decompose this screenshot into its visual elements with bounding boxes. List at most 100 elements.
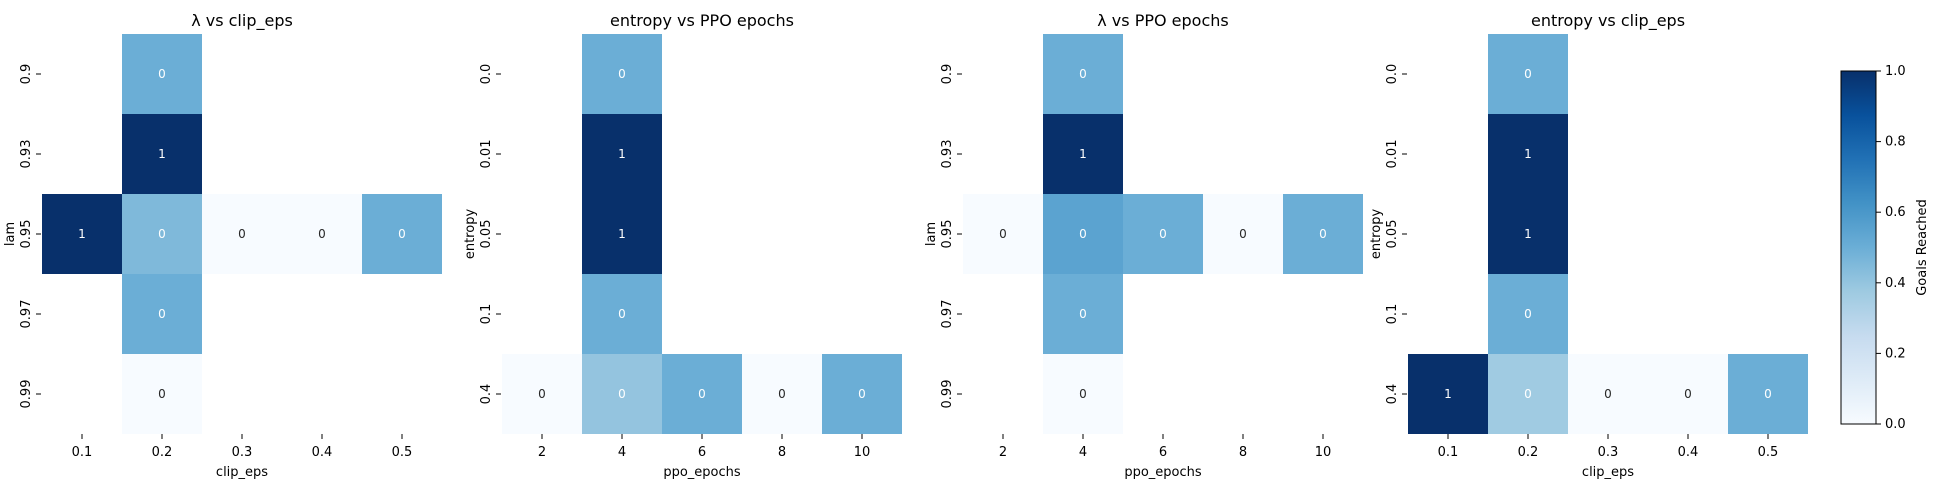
cell-value-label: 0	[238, 227, 246, 241]
panel-title: entropy vs PPO epochs	[610, 11, 794, 30]
cell-value-label: 0	[1524, 387, 1532, 401]
cell-value-label: 0	[1079, 387, 1087, 401]
x-tick-label: 0.5	[392, 445, 413, 460]
heatmap-cell	[502, 354, 582, 434]
colorbar-tick-label: 1.0	[1885, 64, 1906, 79]
heatmap-cell	[202, 194, 282, 274]
cell-value-label: 1	[1079, 147, 1087, 161]
x-axis-label: ppo_epochs	[1124, 465, 1202, 480]
y-tick-label: 0.05	[479, 220, 494, 249]
y-tick-label: 0.9	[940, 64, 955, 85]
y-axis-label: lam	[924, 222, 939, 246]
heatmap-cell	[1488, 114, 1568, 194]
y-tick-label: 0.9	[19, 64, 34, 85]
cell-value-label: 0	[318, 227, 326, 241]
y-tick-label: 0.1	[479, 304, 494, 325]
y-tick-label: 0.93	[19, 140, 34, 169]
y-tick-label: 0.1	[1385, 304, 1400, 325]
cell-value-label: 0	[698, 387, 706, 401]
heatmap-cell	[42, 194, 122, 274]
heatmap-cell	[1648, 354, 1728, 434]
x-tick-label: 0.2	[152, 445, 173, 460]
heatmap-cell	[662, 354, 742, 434]
cell-value-label: 1	[158, 147, 166, 161]
heatmap-cell	[822, 354, 902, 434]
cell-value-label: 0	[158, 67, 166, 81]
x-tick-label: 2	[999, 445, 1007, 460]
heatmap-cell	[1728, 354, 1808, 434]
heatmap-cell	[582, 34, 662, 114]
cell-value-label: 0	[1604, 387, 1612, 401]
cell-value-label: 1	[618, 147, 626, 161]
heatmap-cell	[1568, 354, 1648, 434]
x-tick-label: 0.2	[1518, 445, 1539, 460]
x-tick-label: 8	[1239, 445, 1247, 460]
y-tick-label: 0.4	[479, 384, 494, 405]
heatmap-cell	[1043, 354, 1123, 434]
x-tick-label: 0.3	[1598, 445, 1619, 460]
cell-value-label: 0	[618, 67, 626, 81]
cell-value-label: 1	[1524, 147, 1532, 161]
heatmap-cell	[122, 354, 202, 434]
cell-value-label: 0	[398, 227, 406, 241]
x-tick-label: 0.3	[232, 445, 253, 460]
x-tick-label: 4	[1079, 445, 1087, 460]
colorbar-tick-label: 0.0	[1885, 417, 1906, 432]
heatmap-cell	[582, 274, 662, 354]
x-tick-label: 0.1	[72, 445, 93, 460]
x-tick-label: 10	[854, 445, 871, 460]
y-tick-label: 0.97	[940, 300, 955, 329]
heatmap-cell	[122, 194, 202, 274]
panel-title: entropy vs clip_eps	[1531, 11, 1685, 31]
y-tick-label: 0.01	[479, 140, 494, 169]
panel-title: λ vs clip_eps	[191, 11, 293, 31]
x-tick-label: 0.1	[1438, 445, 1459, 460]
x-tick-label: 0.4	[1678, 445, 1699, 460]
heatmap-cell	[1488, 354, 1568, 434]
cell-value-label: 0	[158, 307, 166, 321]
y-tick-label: 0.95	[19, 220, 34, 249]
colorbar-tick-label: 0.2	[1885, 346, 1906, 361]
cell-value-label: 0	[618, 307, 626, 321]
x-axis-label: clip_eps	[216, 465, 268, 480]
cell-value-label: 0	[1524, 67, 1532, 81]
cell-value-label: 0	[1159, 227, 1167, 241]
heatmap-cell	[1488, 34, 1568, 114]
cell-value-label: 0	[618, 387, 626, 401]
heatmap-cell	[1123, 194, 1203, 274]
cell-value-label: 0	[1524, 307, 1532, 321]
heatmap-panel-1: λ vs clip_eps 0 1 1 0 0 0 0 0 0 0.1 0.2 0.3 0.4 0.5 0.9…	[3, 11, 442, 480]
cell-value-label: 0	[1684, 387, 1692, 401]
x-tick-label: 8	[778, 445, 786, 460]
cell-value-label: 0	[778, 387, 786, 401]
heatmap-cell	[582, 194, 662, 274]
heatmap-cell	[122, 114, 202, 194]
cell-value-label: 0	[1764, 387, 1772, 401]
heatmap-cell	[742, 354, 822, 434]
heatmap-cell	[1283, 194, 1363, 274]
heatmap-cell	[1043, 194, 1123, 274]
colorbar-tick-label: 0.4	[1885, 276, 1906, 291]
y-tick-label: 0.95	[940, 220, 955, 249]
x-tick-label: 6	[698, 445, 706, 460]
heatmap-cell	[1203, 194, 1283, 274]
heatmap-cell	[963, 194, 1043, 274]
heatmap-cell	[1043, 34, 1123, 114]
x-tick-label: 0.5	[1758, 445, 1779, 460]
heatmap-cell	[1488, 194, 1568, 274]
heatmap-cell	[582, 354, 662, 434]
heatmap-cell	[1408, 354, 1488, 434]
cell-value-label: 1	[78, 227, 86, 241]
y-tick-label: 0.99	[940, 380, 955, 409]
cell-value-label: 0	[158, 387, 166, 401]
cell-value-label: 0	[1079, 227, 1087, 241]
y-tick-label: 0.97	[19, 300, 34, 329]
heatmap-cell	[1043, 114, 1123, 194]
cell-value-label: 0	[1239, 227, 1247, 241]
x-tick-label: 10	[1315, 445, 1332, 460]
x-tick-label: 2	[538, 445, 546, 460]
